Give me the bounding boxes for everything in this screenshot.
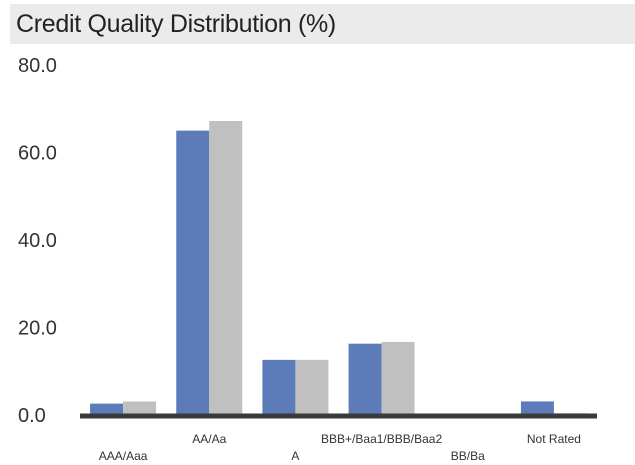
bar-not-rated-series-1 [520,401,554,415]
y-tick-label: 40.0 [18,230,57,252]
y-tick-label: 0.0 [18,405,46,427]
x-tick-label: A [291,449,299,463]
x-tick-label: AAA/Aaa [99,449,148,463]
x-tick-label: BB/Ba [451,449,485,463]
y-tick-label: 60.0 [18,143,57,165]
bar-aa-aa-series-2 [209,121,243,415]
bar-bbb-baa1-bbb-baa2-series-1 [348,343,382,415]
bar-aaa-aaa-series-1 [90,403,124,415]
y-axis-ticks: 0.0 20.0 40.0 60.0 80.0 [18,55,57,427]
y-tick-label: 80.0 [18,55,57,77]
x-tick-label: Not Rated [527,432,581,446]
x-tick-label: BBB+/Baa1/BBB/Baa2 [321,432,442,446]
bars [90,121,587,415]
x-axis-ticks: AAA/Aaa AA/Aa A BBB+/Baa1/BBB/Baa2 BB/Ba Not … [99,432,581,463]
title-bar: Credit Quality Distribution (%) [10,4,635,44]
bar-a-series-2 [295,359,329,415]
bar-aa-aa-series-1 [176,130,210,415]
bar-aaa-aaa-series-2 [123,401,157,415]
x-tick-label: AA/Aa [192,432,226,446]
bar-bbb-baa1-bbb-baa2-series-2 [381,341,415,415]
bar-a-series-1 [262,359,296,415]
chart-title: Credit Quality Distribution (%) [16,10,336,38]
y-tick-label: 20.0 [18,318,57,340]
